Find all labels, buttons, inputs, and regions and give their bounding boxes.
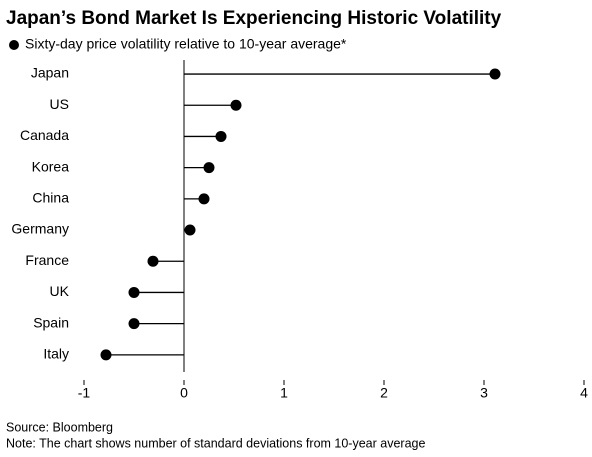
x-tick-label: 1 — [280, 385, 288, 401]
dot — [128, 286, 140, 298]
x-tick-label: -1 — [78, 385, 91, 401]
x-tick-label: 4 — [580, 385, 588, 401]
chart-title: Japan’s Bond Market Is Experiencing Hist… — [6, 8, 502, 29]
x-tick-label: 3 — [480, 385, 488, 401]
y-tick-label: Korea — [32, 158, 70, 174]
legend-label: Sixty-day price volatility relative to 1… — [25, 36, 347, 52]
y-tick-label: Canada — [20, 127, 69, 143]
y-tick-label: US — [50, 96, 69, 112]
dot — [100, 349, 112, 361]
y-tick-label: Germany — [11, 221, 69, 237]
dot — [489, 68, 501, 80]
x-tick-label: 0 — [180, 385, 188, 401]
y-tick-label: Spain — [33, 314, 69, 330]
y-tick-label: France — [25, 252, 69, 268]
dot — [215, 130, 227, 142]
dot — [203, 162, 215, 174]
dot — [184, 224, 196, 236]
x-tick-label: 2 — [380, 385, 388, 401]
dot — [128, 318, 140, 330]
legend-marker — [9, 40, 19, 50]
dot — [147, 255, 159, 267]
dot — [198, 193, 210, 205]
note: Note: The chart shows number of standard… — [6, 436, 425, 450]
y-tick-label: UK — [50, 283, 70, 299]
y-tick-label: Japan — [31, 65, 69, 81]
dot — [230, 99, 242, 111]
y-tick-label: China — [32, 190, 69, 206]
source: Source: Bloomberg — [6, 420, 113, 434]
y-tick-label: Italy — [43, 346, 69, 362]
